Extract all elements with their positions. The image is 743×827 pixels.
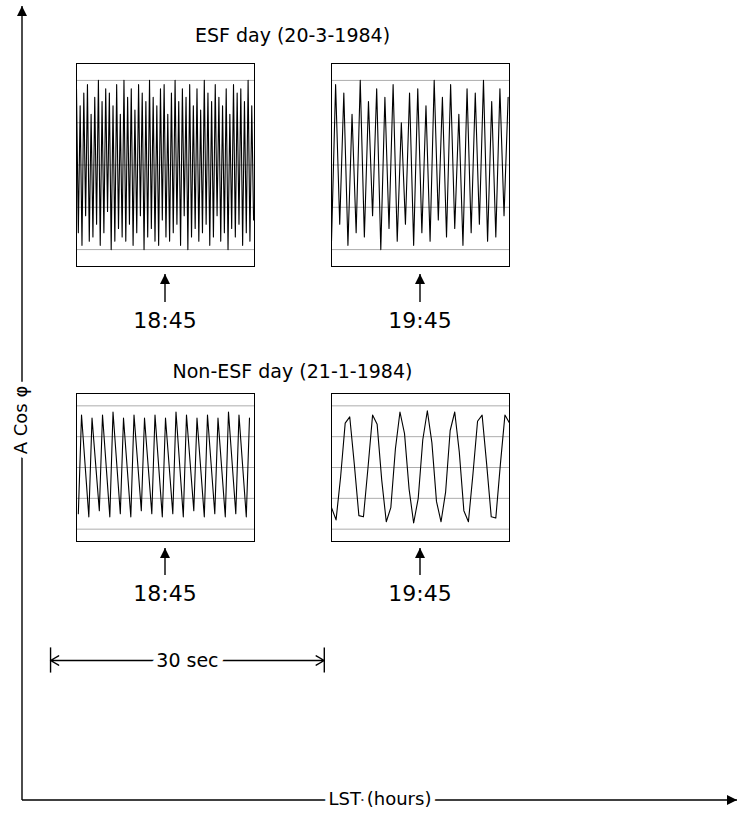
svg-text:19:45: 19:45: [388, 581, 451, 606]
svg-text:LST (hours): LST (hours): [329, 788, 432, 809]
svg-text:30 sec: 30 sec: [156, 649, 218, 671]
svg-text:Non-ESF day (21-1-1984): Non-ESF day (21-1-1984): [173, 360, 413, 382]
svg-text:18:45: 18:45: [133, 308, 196, 333]
svg-text:A Cos φ: A Cos φ: [10, 386, 31, 455]
svg-text:19:45: 19:45: [388, 308, 451, 333]
svg-text:ESF day (20-3-1984): ESF day (20-3-1984): [195, 24, 390, 46]
svg-text:18:45: 18:45: [133, 581, 196, 606]
